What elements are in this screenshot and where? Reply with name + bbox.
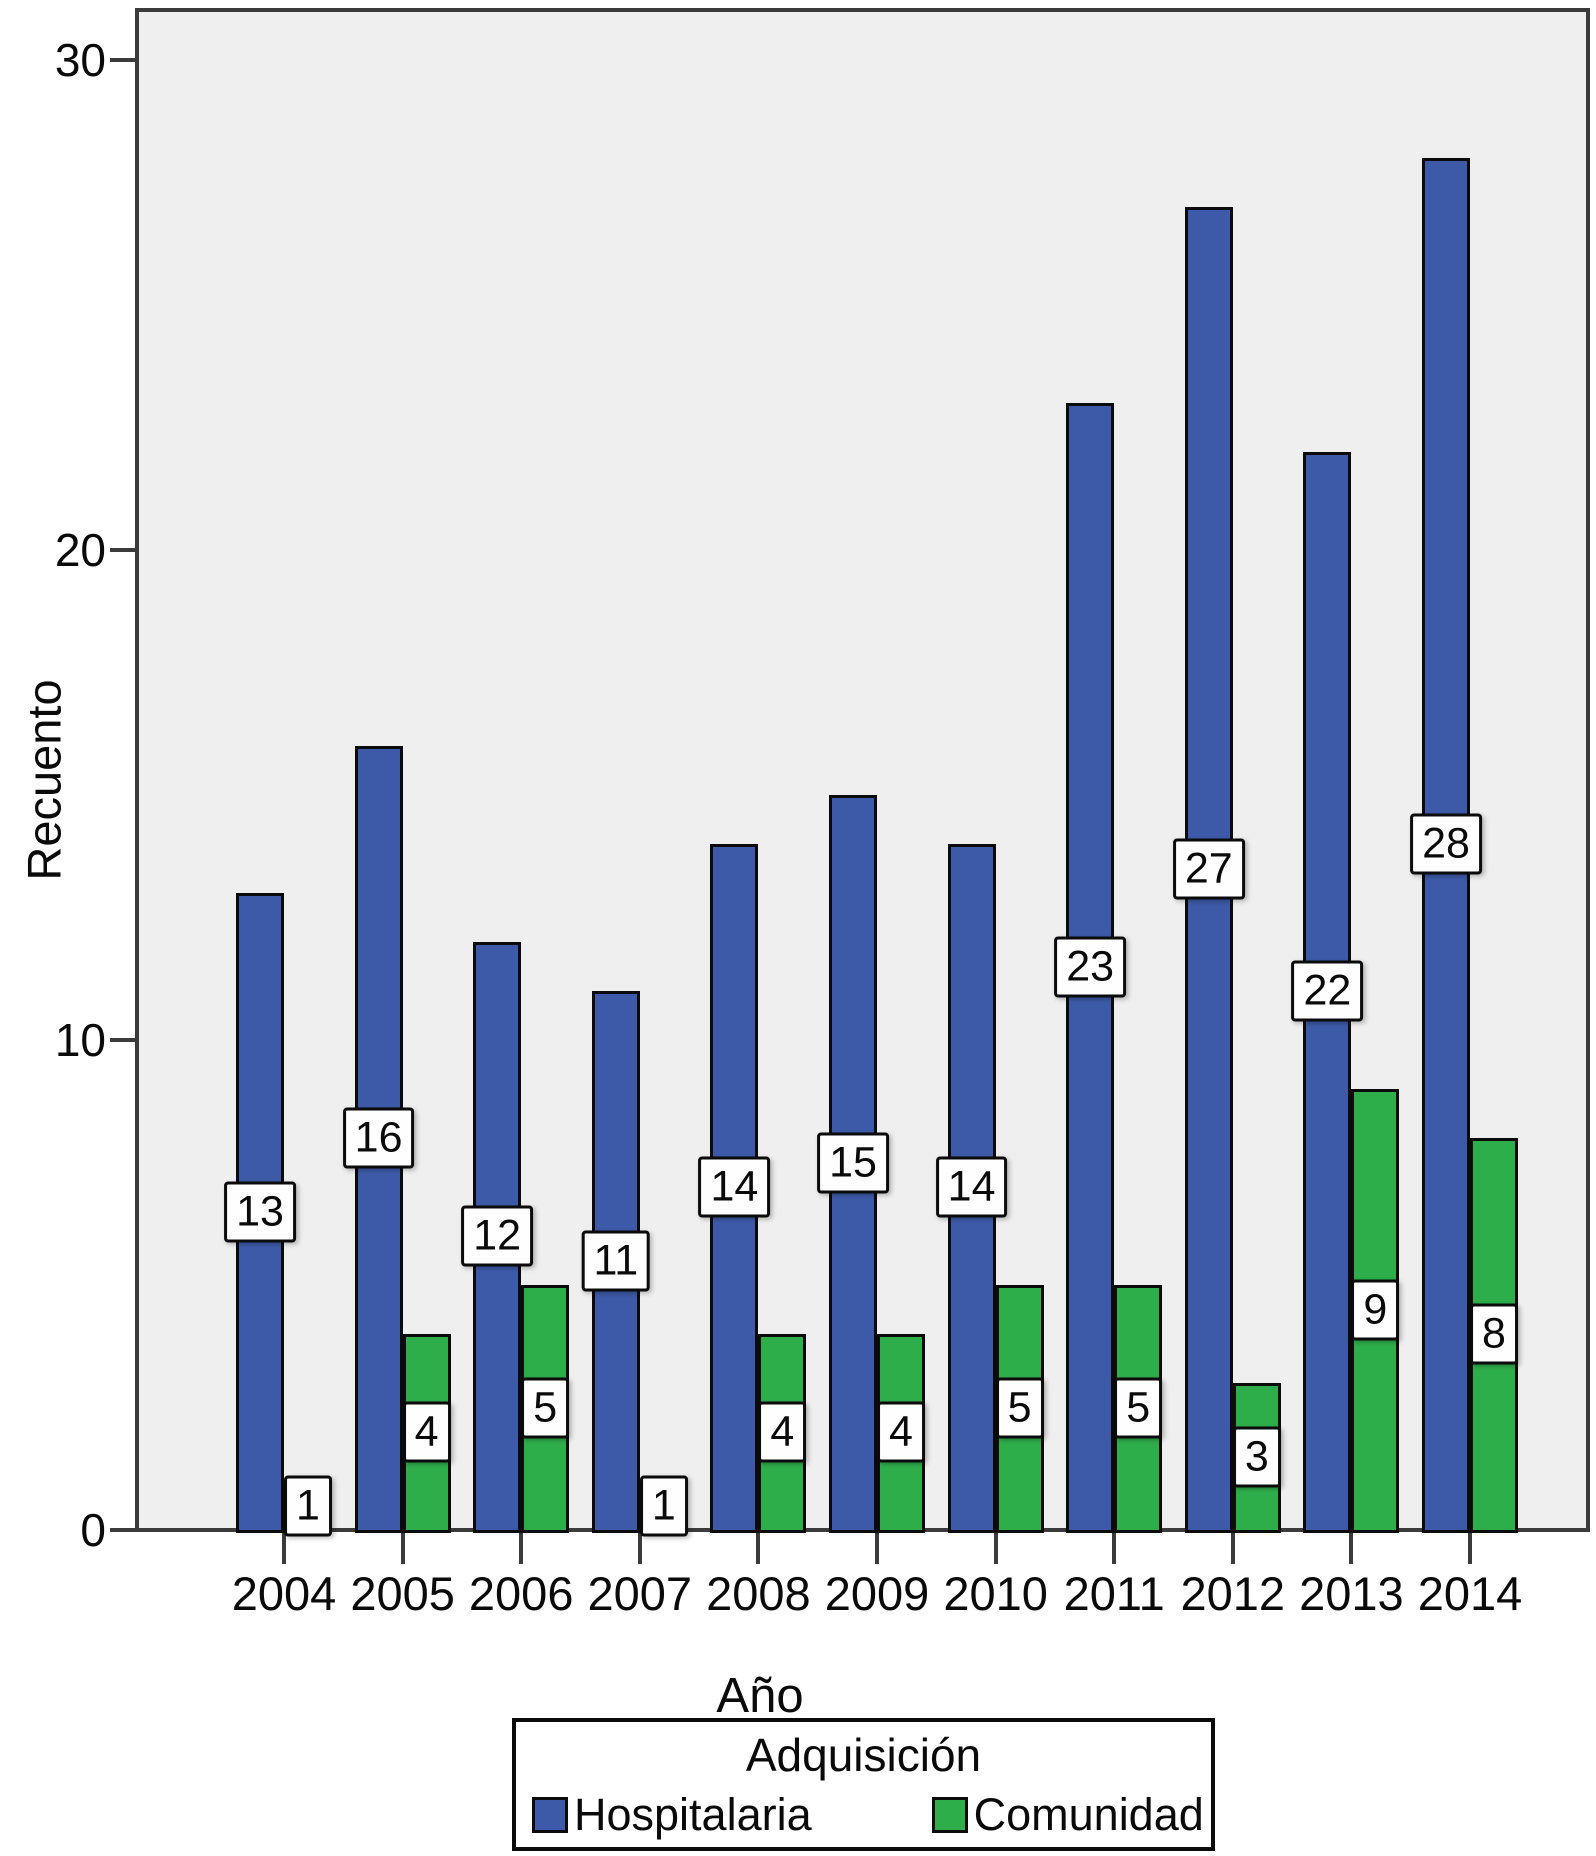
- x-tick-2013: [1349, 1532, 1354, 1564]
- x-tick-2009: [875, 1532, 879, 1564]
- value-label-hospitalaria-2014: 28: [1410, 813, 1482, 875]
- y-tick-20: [110, 548, 136, 552]
- value-label-hospitalaria-2008: 14: [698, 1156, 771, 1218]
- value-label-comunidad-2004: 1: [284, 1475, 332, 1536]
- x-tick-2007: [637, 1532, 642, 1564]
- value-label-comunidad-2012: 3: [1232, 1426, 1281, 1487]
- x-tick-2004: [282, 1532, 286, 1564]
- x-tick-2010: [993, 1532, 998, 1564]
- value-label-hospitalaria-2005: 16: [342, 1107, 415, 1169]
- y-tick-label-20: 20: [54, 524, 106, 576]
- value-label-comunidad-2009: 4: [877, 1401, 925, 1463]
- value-label-comunidad-2011: 5: [1114, 1377, 1163, 1438]
- legend-swatch-comunidad: [931, 1796, 968, 1833]
- x-tick-2006: [519, 1532, 524, 1564]
- legend-item-hospitalaria: Hospitalaria: [532, 1792, 812, 1837]
- x-tick-label-2009: 2009: [824, 1567, 930, 1620]
- legend-item-label-hospitalaria: Hospitalaria: [574, 1789, 812, 1840]
- legend-box: Adquisición Hospitalaria Comunidad: [512, 1718, 1215, 1851]
- legend-item-label-comunidad: Comunidad: [973, 1789, 1204, 1840]
- y-tick-0: [110, 1528, 136, 1532]
- value-label-hospitalaria-2012: 27: [1172, 838, 1245, 899]
- value-label-hospitalaria-2010: 14: [935, 1156, 1008, 1218]
- x-tick-label-2008: 2008: [706, 1567, 811, 1620]
- y-tick-label-10: 10: [54, 1014, 106, 1066]
- x-tick-label-2013: 2013: [1299, 1567, 1404, 1620]
- x-tick-label-2005: 2005: [350, 1567, 455, 1620]
- y-axis-title: Recuento: [17, 679, 71, 881]
- value-label-comunidad-2005: 4: [402, 1401, 451, 1463]
- y-tick-label-30: 30: [54, 34, 106, 86]
- x-tick-label-2004: 2004: [231, 1567, 337, 1620]
- y-tick-label-0: 0: [80, 1504, 106, 1556]
- x-axis-title: Año: [716, 1669, 804, 1723]
- y-tick-10: [110, 1038, 136, 1042]
- x-tick-label-2014: 2014: [1417, 1567, 1523, 1620]
- x-tick-label-2011: 2011: [1063, 1567, 1165, 1620]
- x-tick-2008: [756, 1532, 761, 1564]
- value-label-hospitalaria-2013: 22: [1291, 960, 1364, 1022]
- value-label-hospitalaria-2006: 12: [461, 1205, 534, 1267]
- value-label-comunidad-2013: 9: [1351, 1279, 1400, 1340]
- value-label-comunidad-2008: 4: [758, 1401, 807, 1463]
- value-label-comunidad-2014: 8: [1470, 1303, 1518, 1365]
- x-tick-label-2007: 2007: [587, 1567, 693, 1620]
- x-tick-2014: [1468, 1532, 1472, 1564]
- value-label-comunidad-2006: 5: [521, 1377, 570, 1438]
- x-tick-label-2012: 2012: [1180, 1567, 1286, 1620]
- y-tick-30: [110, 58, 136, 62]
- value-label-hospitalaria-2011: 23: [1054, 936, 1127, 997]
- x-tick-label-2010: 2010: [943, 1567, 1048, 1620]
- x-tick-2012: [1230, 1532, 1235, 1564]
- x-tick-label-2006: 2006: [468, 1567, 574, 1620]
- value-label-comunidad-2007: 1: [639, 1475, 688, 1536]
- value-label-hospitalaria-2007: 11: [581, 1230, 651, 1291]
- value-label-hospitalaria-2009: 15: [817, 1132, 889, 1193]
- x-tick-2011: [1112, 1532, 1117, 1564]
- legend-swatch-hospitalaria: [532, 1796, 568, 1833]
- x-tick-2005: [400, 1532, 405, 1564]
- legend-item-comunidad: Comunidad: [931, 1789, 1204, 1840]
- legend-title: Adquisición: [745, 1729, 982, 1781]
- legend-row: Hospitalaria Comunidad: [516, 1792, 1211, 1837]
- value-label-comunidad-2010: 5: [995, 1377, 1044, 1438]
- value-label-hospitalaria-2004: 13: [224, 1181, 296, 1242]
